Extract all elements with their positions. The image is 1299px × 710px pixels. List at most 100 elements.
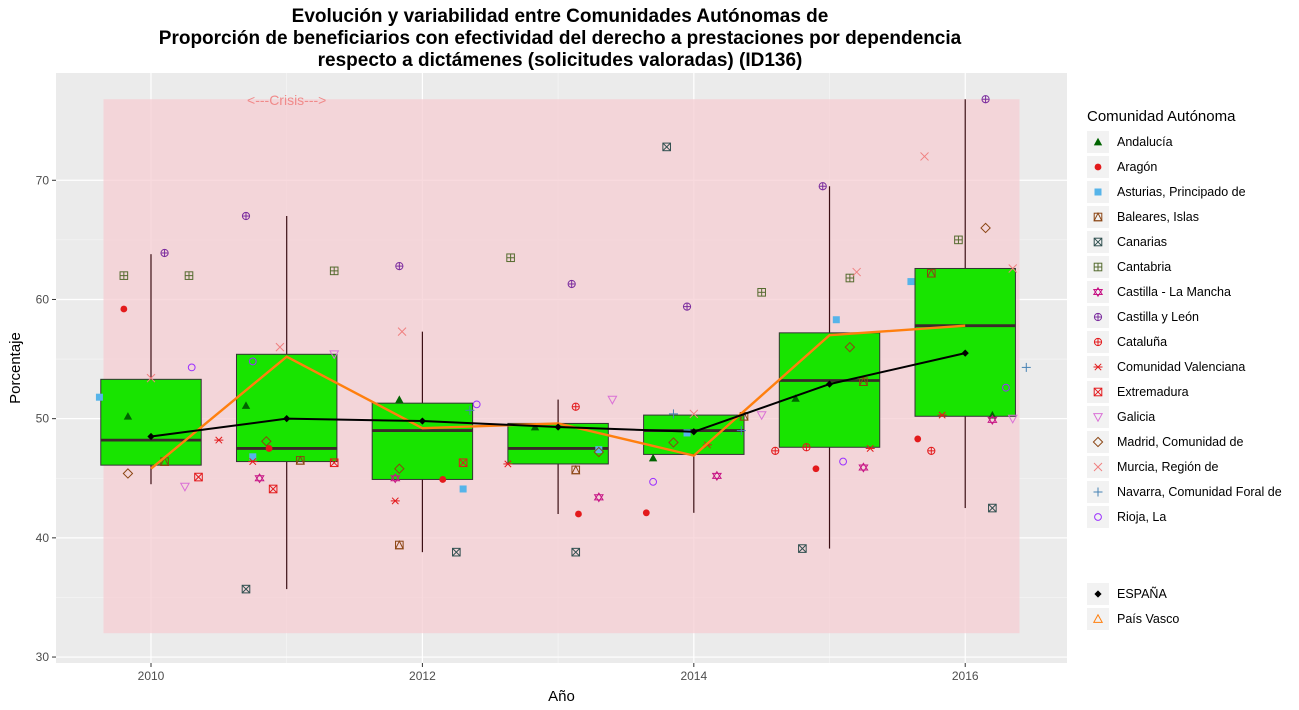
data-point-marker	[187, 363, 196, 372]
data-point	[254, 473, 265, 484]
data-point	[394, 540, 404, 550]
data-point	[812, 465, 820, 473]
legend-label: ESPAÑA	[1117, 586, 1167, 601]
legend-key-marker	[1092, 288, 1104, 297]
legend-item: Comunidad Valenciana	[1087, 354, 1282, 379]
data-point-marker	[95, 393, 103, 401]
data-point-marker	[458, 458, 468, 467]
data-point-marker	[593, 492, 604, 501]
legend-key	[1087, 230, 1109, 253]
boxplot-2011	[235, 216, 338, 590]
legend-label: Navarra, Comunidad Foral de	[1117, 484, 1282, 499]
data-point	[607, 395, 618, 405]
data-point	[682, 302, 692, 311]
data-point-marker	[575, 510, 582, 518]
series-navarra-comunidad-foral-de	[465, 362, 1031, 436]
legend-label: Madrid, Comunidad de	[1117, 434, 1244, 449]
data-point	[458, 458, 468, 468]
series-asturias-principado-de	[95, 278, 915, 493]
legend-key	[1087, 505, 1109, 528]
data-point-marker	[391, 497, 399, 505]
data-point-marker	[907, 278, 915, 286]
legend-key-icon	[1093, 237, 1103, 246]
data-point	[146, 373, 156, 383]
crisis-label: <---Crisis--->	[247, 92, 326, 108]
data-point-marker	[452, 547, 461, 557]
data-point	[261, 435, 272, 447]
data-point-marker	[593, 446, 605, 458]
data-point-marker	[920, 152, 929, 161]
legend-key-marker	[1093, 211, 1103, 221]
boxplot-2016	[914, 99, 1016, 509]
legend-key-marker	[1093, 387, 1103, 396]
data-point	[914, 435, 922, 443]
legend-key-marker	[1092, 286, 1104, 295]
data-point	[465, 405, 475, 415]
legend-key	[1087, 582, 1109, 605]
legend-label: Galicia	[1117, 409, 1156, 424]
data-point-marker	[179, 482, 190, 492]
data-point	[329, 458, 339, 468]
data-point-marker	[472, 400, 481, 409]
data-point	[595, 446, 603, 454]
legend-item: Rioja, La	[1087, 504, 1282, 529]
legend-aggregates: ESPAÑA País Vasco	[1087, 581, 1179, 631]
data-point-marker	[1007, 414, 1018, 424]
data-point	[736, 426, 746, 436]
data-point-marker	[295, 455, 305, 465]
legend-key-icon	[1093, 312, 1103, 321]
data-point	[179, 482, 190, 492]
data-point-marker	[330, 458, 339, 467]
data-point-marker	[394, 463, 405, 475]
legend-key	[1087, 130, 1109, 153]
legend-label: Cataluña	[1117, 334, 1168, 349]
boxplot-2015	[778, 186, 881, 549]
data-point	[832, 316, 840, 324]
data-point	[265, 445, 273, 452]
legend-key	[1087, 607, 1109, 630]
data-point	[452, 547, 461, 557]
espana-point	[283, 415, 291, 423]
legend-key-marker	[1093, 462, 1103, 471]
box	[914, 267, 1016, 417]
data-point-marker	[798, 544, 807, 553]
data-point	[981, 95, 990, 104]
legend-key	[1087, 155, 1109, 178]
espana-point-marker	[554, 423, 562, 431]
data-point-marker	[593, 494, 604, 503]
legend-label: Castilla - La Mancha	[1117, 284, 1231, 299]
legend-ccaa: Comunidad Autónoma Andalucía Aragón Asturi…	[1087, 108, 1282, 529]
legend-label: Extremadura	[1117, 384, 1189, 399]
legend-item: Madrid, Comunidad de	[1087, 429, 1282, 454]
legend-title: Comunidad Autónoma	[1087, 108, 1236, 125]
legend-key-icon	[1093, 211, 1103, 221]
data-point-marker	[146, 373, 156, 383]
series-arag-n	[120, 305, 922, 518]
data-point	[593, 446, 605, 458]
series-canarias	[241, 142, 997, 594]
data-point-marker	[120, 305, 128, 313]
boxplot-2012	[371, 331, 474, 553]
legend-item: País Vasco	[1087, 606, 1179, 631]
legend-key-icon	[1094, 163, 1102, 170]
data-point-marker	[648, 453, 658, 462]
legend-label: Castilla y León	[1117, 309, 1199, 324]
data-point-marker	[756, 411, 767, 421]
legend-label: Cantabria	[1117, 259, 1172, 274]
legend-label: Canarias	[1117, 234, 1168, 249]
data-point-marker	[988, 410, 997, 419]
legend-key-marker	[1094, 163, 1102, 170]
data-point	[248, 357, 257, 366]
data-point	[648, 453, 658, 462]
data-point-marker	[866, 444, 874, 453]
espana-point-marker	[283, 415, 291, 423]
data-point	[160, 248, 169, 258]
data-point-marker	[122, 468, 134, 479]
data-point	[241, 584, 251, 594]
data-point	[123, 412, 133, 420]
legend-item: Andalucía	[1087, 129, 1282, 154]
data-point-marker	[798, 544, 807, 553]
data-point-marker	[683, 429, 691, 437]
data-point	[845, 273, 855, 283]
